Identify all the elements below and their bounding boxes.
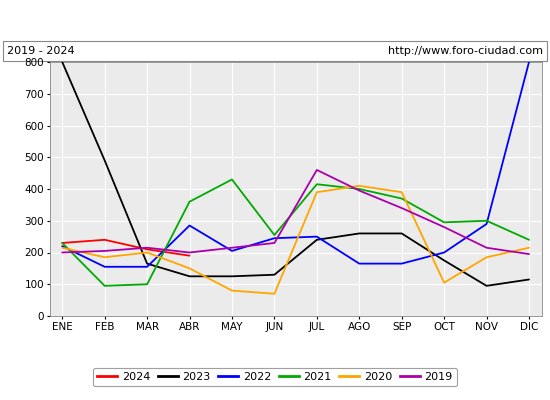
Legend: 2024, 2023, 2022, 2021, 2020, 2019: 2024, 2023, 2022, 2021, 2020, 2019 bbox=[93, 368, 457, 386]
FancyBboxPatch shape bbox=[3, 41, 547, 61]
Text: Evolucion Nº Turistas Nacionales en el municipio de Mozárbez: Evolucion Nº Turistas Nacionales en el m… bbox=[48, 13, 502, 29]
Text: 2019 - 2024: 2019 - 2024 bbox=[7, 46, 74, 56]
Text: http://www.foro-ciudad.com: http://www.foro-ciudad.com bbox=[388, 46, 543, 56]
